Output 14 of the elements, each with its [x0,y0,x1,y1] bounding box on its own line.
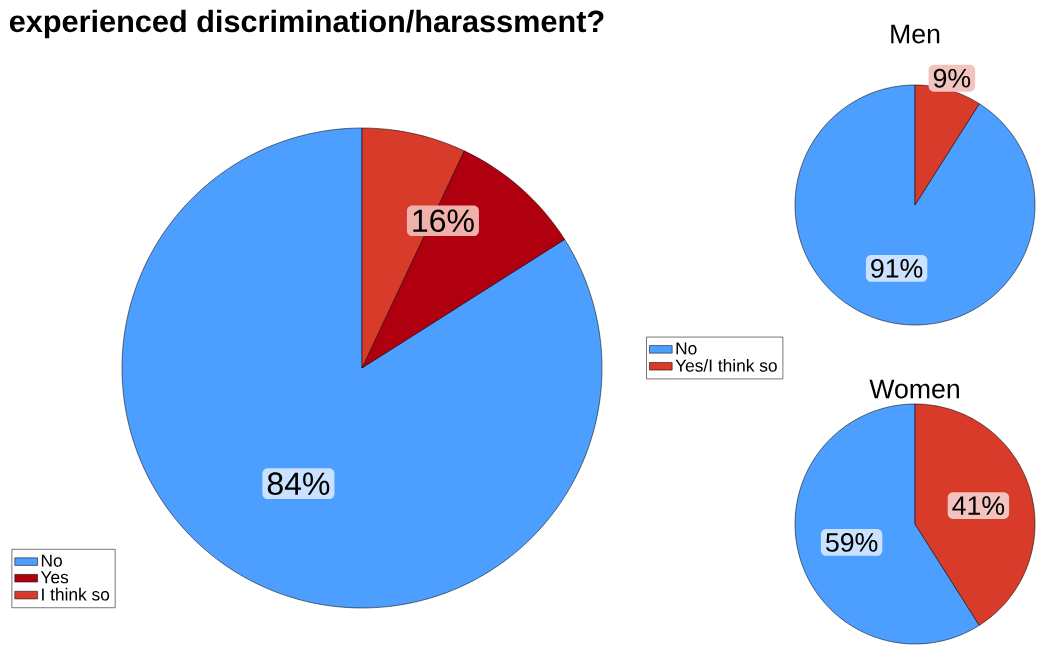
chart-title: experienced discrimination/harassment? [9,9,604,39]
legend-label: Yes [40,571,69,584]
data-label: 41% [952,496,1005,515]
legend-label: No [676,342,697,355]
legend-label: No [41,554,62,567]
legend-label: I think so [42,587,110,601]
data-label: 84% [267,472,330,496]
data-label: 59% [826,532,878,552]
data-label: 91% [871,258,923,278]
chart-title: Men [891,24,940,44]
data-label: 9% [933,68,971,88]
text: Women [869,379,959,399]
legend-label: Yes/I think so [675,358,777,372]
text: 16% [413,209,474,233]
